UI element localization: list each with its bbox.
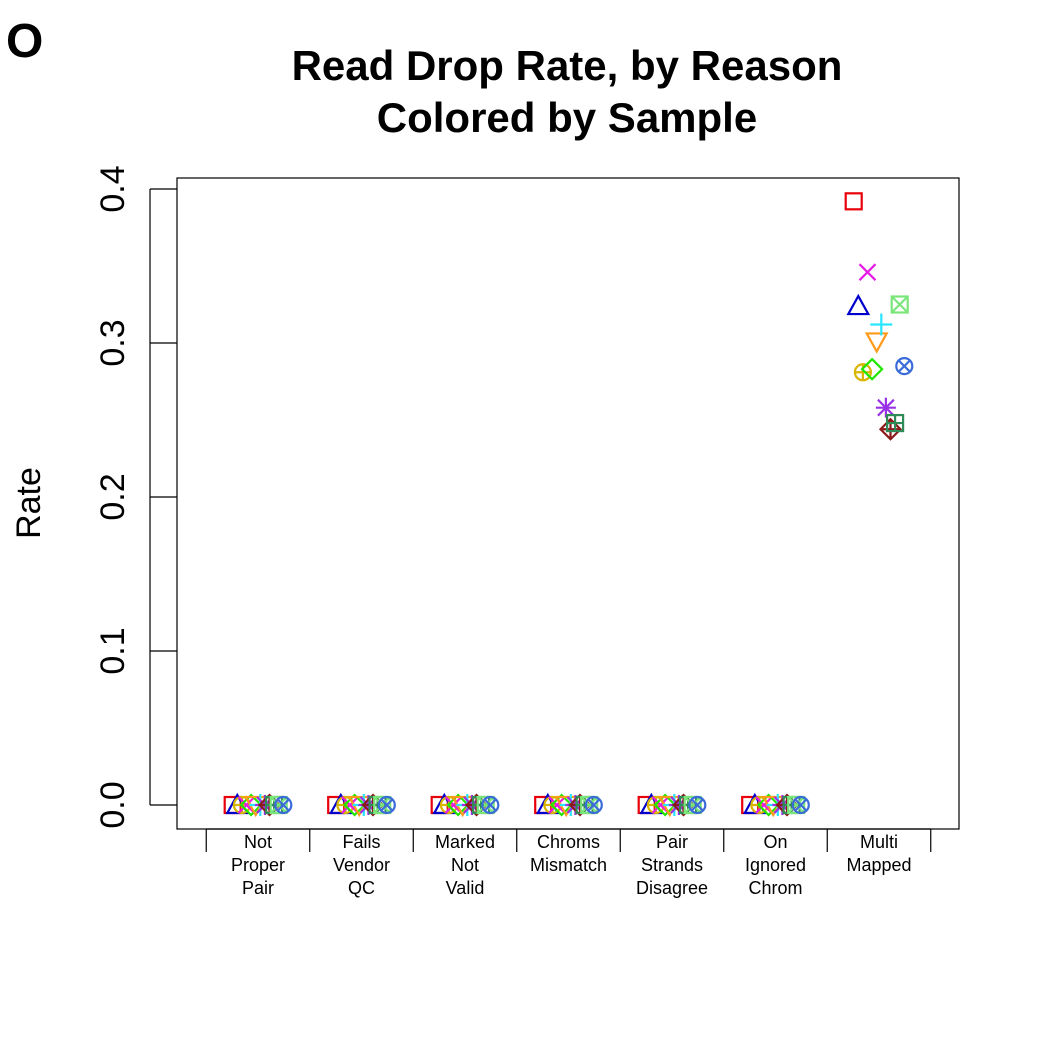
data-point <box>853 363 873 382</box>
data-point <box>895 357 914 376</box>
data-point <box>890 295 909 314</box>
x-tick-label: Fails Vendor QC <box>333 832 390 898</box>
x-axis: Not Proper Pair Fails Vendor QC Marked Not Valid… <box>205 828 932 898</box>
data-point <box>580 795 599 815</box>
data-point <box>683 795 702 815</box>
data-point <box>791 795 810 815</box>
y-axis-label: Rate <box>10 467 48 539</box>
data-point <box>343 793 367 817</box>
data-point <box>651 796 670 814</box>
data-point <box>446 793 470 817</box>
x-tick-label: Not Proper Pair <box>231 832 285 898</box>
data-point <box>269 795 288 815</box>
data-point <box>844 192 863 211</box>
y-tick-label: 0.0 <box>94 781 132 828</box>
data-point <box>274 795 293 815</box>
x-tick-label: Multi Mapped <box>846 832 911 875</box>
data-point <box>550 793 574 817</box>
data-point <box>377 795 396 815</box>
data-point <box>444 796 463 814</box>
y-tick-label: 0.4 <box>94 165 132 212</box>
data-point <box>653 793 677 817</box>
data-point <box>584 795 603 815</box>
chart-title: Read Drop Rate, by Reason <box>291 42 843 89</box>
chart-subtitle: Colored by Sample <box>376 94 758 141</box>
data-point <box>239 793 263 817</box>
data-point <box>476 795 495 815</box>
data-point <box>757 793 781 817</box>
data-points <box>223 192 914 818</box>
data-point <box>875 397 896 418</box>
data-point <box>548 796 566 814</box>
x-tick-label: Marked Not Valid <box>435 832 495 898</box>
data-point <box>885 413 905 433</box>
data-point <box>688 795 707 815</box>
y-axis: 0.0 0.1 0.2 0.3 0.4 <box>94 165 177 829</box>
data-point <box>755 796 773 814</box>
data-point <box>860 357 884 381</box>
data-point <box>858 263 877 281</box>
data-point <box>864 332 889 354</box>
data-point <box>870 313 893 336</box>
data-point <box>237 796 256 814</box>
data-point <box>481 795 500 815</box>
x-tick-label: Chroms Mismatch <box>530 832 607 875</box>
x-tick-label: On Ignored Chrom <box>745 832 806 898</box>
x-tick-label: Pair Strands Disagree <box>636 832 708 898</box>
data-point <box>341 796 359 814</box>
data-point <box>373 795 392 815</box>
y-tick-label: 0.3 <box>94 319 132 366</box>
data-point <box>787 795 806 815</box>
data-point <box>846 293 871 316</box>
y-tick-label: 0.1 <box>94 627 132 674</box>
y-tick-label: 0.2 <box>94 473 132 520</box>
plot-area-border <box>176 177 960 830</box>
panel-label: O <box>6 15 44 68</box>
